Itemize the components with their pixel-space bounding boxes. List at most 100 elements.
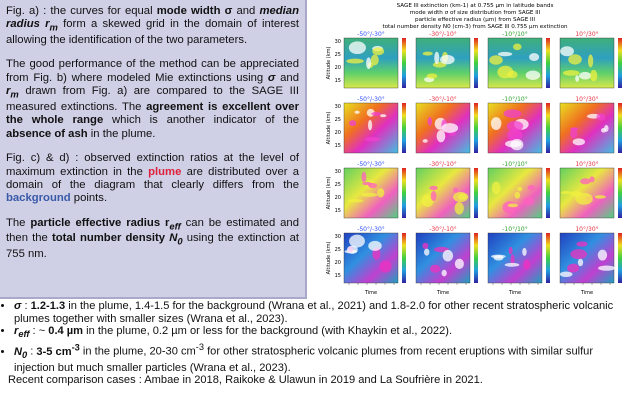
y-axis-label: Altitude (km) [326,112,332,145]
heatmap-feature [575,193,592,205]
heatmap-feature [567,264,579,273]
heatmap-feature [492,182,501,195]
heatmap-feature [497,66,513,79]
bullet: N0 : 3-5 cm-3 in the plume, 20-30 cm-3 f… [14,341,628,374]
y-tick-label: 25 [335,247,341,253]
text: -3 [72,342,80,352]
heatmap-feature [347,199,363,202]
figure: SAGE III extinction (km-1) at 0.755 µm i… [320,0,630,298]
page: { "left_box": { "p1": ["Fig. a) : the cu… [0,0,630,410]
heatmap-feature [368,241,382,251]
colorbar [546,233,550,283]
heatmap-feature [507,121,523,131]
panel-label: -10°/10° [502,161,527,168]
heatmap-feature [498,52,512,56]
heatmap-feature [372,47,384,55]
heatmap-feature [366,57,371,69]
y-tick-label: 25 [335,117,341,123]
y-tick-label: 25 [335,52,341,58]
figure-title: SAGE III extinction (km-1) at 0.755 µm i… [397,3,554,9]
text: : ~ [29,325,48,337]
text: particle effective radius r [30,217,169,229]
heatmap-feature [561,191,571,194]
text: eff [169,220,180,231]
colorbar [618,38,622,88]
y-tick-label: 20 [335,130,341,136]
heatmap-feature [355,111,360,114]
y-tick-label: 30 [335,39,341,45]
text: 0.4 µm [48,325,83,337]
text: Fig. a) : the curves for equal [6,5,157,17]
text: background [6,192,71,204]
heatmap-feature [441,123,458,133]
text: mode width σ [157,5,233,17]
colorbar [546,103,550,153]
heatmap-feature [431,191,437,201]
panel-label: 10°/30° [575,226,598,233]
heatmap-feature [589,176,594,182]
heatmap-feature [505,263,520,267]
heatmap-feature [423,52,433,56]
text: plume [148,166,181,178]
heatmap-feature [513,44,522,51]
panel-label: 10°/30° [575,96,598,103]
panel-label: -10°/10° [502,226,527,233]
heatmap-feature [429,186,437,191]
colorbar [474,103,478,153]
heatmap-feature [522,248,526,256]
text: in the plume. [88,128,156,140]
heatmap-feature [349,120,356,126]
heatmap-feature [575,75,579,82]
text: eff [18,329,29,339]
heatmap-feature [508,203,518,207]
heatmap-feature [453,187,458,192]
x-axis-label: Time [364,290,377,296]
heatmap-feature [423,139,428,143]
heatmap-feature [568,54,582,64]
heatmap-feature [434,52,439,64]
heatmap-feature [515,192,521,199]
text: The [6,217,30,229]
y-tick-label: 15 [335,273,341,279]
y-axis-label: Altitude (km) [326,177,332,210]
heatmap-feature [368,183,377,188]
heatmap-feature [570,249,587,259]
heatmap-feature [347,246,358,254]
colorbar [474,168,478,218]
y-axis-label: Altitude (km) [326,242,332,275]
colorbar [402,233,406,283]
heatmap [560,38,614,88]
bullet: σ : 1.2-1.3 in the plume, 1.4-1.5 for th… [14,300,628,325]
y-tick-label: 20 [335,260,341,266]
bullet-section: σ : 1.2-1.3 in the plume, 1.4-1.5 for th… [4,300,628,387]
heatmap-feature [440,55,455,65]
figure-title: particle effective radius (µm) from SAGE… [415,17,535,23]
bullet: reff : ~ 0.4 µm in the plume, 0.2 µm or … [14,325,628,341]
heatmap-feature [491,255,506,259]
heatmap-feature [361,172,366,182]
text-box: Fig. a) : the curves for equal mode widt… [0,0,307,299]
heatmap-feature [598,266,615,271]
colorbar [402,38,406,88]
x-axis-label: Time [436,290,449,296]
heatmap-feature [517,187,522,191]
heatmap-feature [526,71,540,80]
panel-label: 10°/30° [575,31,598,38]
heatmap-feature [380,114,386,117]
heatmap-feature [422,243,428,249]
colorbar [618,168,622,218]
heatmap-feature [430,265,440,273]
panel-label: -50°/-30° [357,226,385,233]
heatmap-feature [560,272,573,277]
text: and [232,5,259,17]
text: The good performance of the method can b… [6,58,299,83]
colorbar [402,168,406,218]
heatmap-feature [442,270,447,277]
colorbar [546,168,550,218]
y-tick-label: 15 [335,78,341,84]
y-axis-label: Altitude (km) [326,47,332,80]
text: in the plume, 1.4-1.5 for the background… [14,300,613,325]
heatmap-feature [424,249,429,256]
heatmap-feature [503,201,518,213]
heatmap-feature [380,260,392,272]
